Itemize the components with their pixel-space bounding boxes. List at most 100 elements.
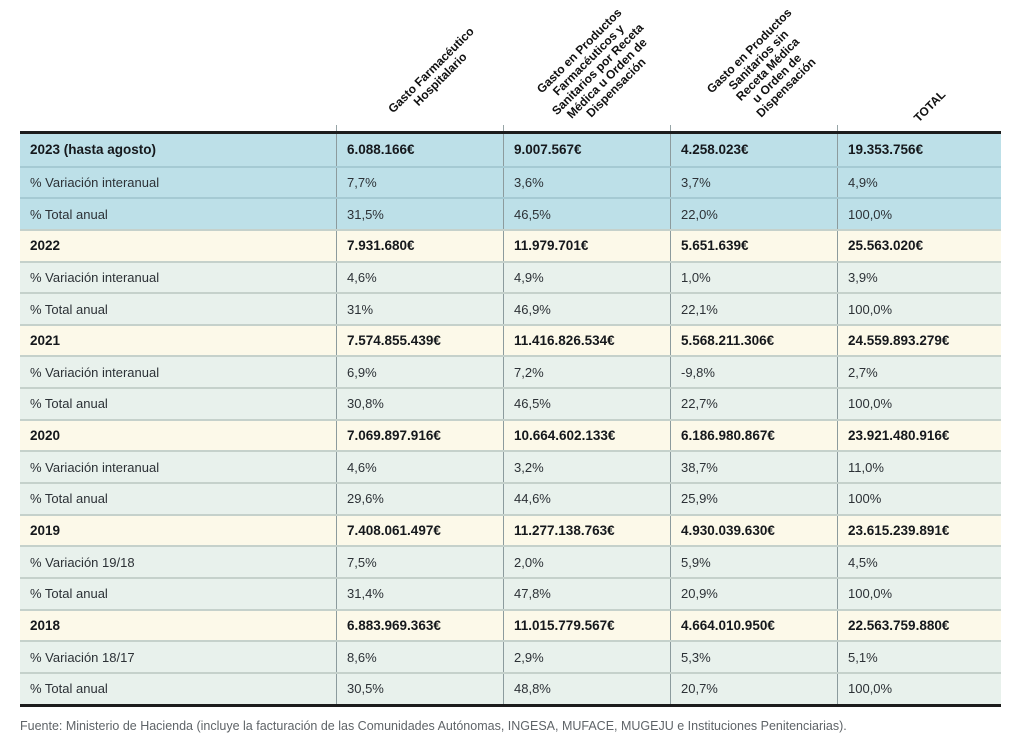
- row-label: % Total anual: [30, 206, 108, 222]
- value-cell: 30,5%: [336, 673, 503, 704]
- value-cell: 10.664.602.133€: [503, 420, 670, 451]
- value-cell: 46,5%: [503, 389, 670, 419]
- metric-row: % Total anual 31,4% 47,8% 20,9% 100,0%: [20, 576, 1001, 609]
- row-label: 2022: [30, 238, 61, 254]
- value-cell: 6.186.980.867€: [670, 420, 837, 451]
- column-header-gasto-con-receta: Gasto en Productos Farmacéuticos y Sanit…: [533, 5, 650, 122]
- value-cell: 23.615.239.891€: [837, 515, 1001, 546]
- metric-row: % Total anual 30,5% 48,8% 20,7% 100,0%: [20, 671, 1001, 704]
- value-cell: 6.883.969.363€: [336, 610, 503, 641]
- value-cell: 47,8%: [503, 578, 670, 609]
- value-cell: 4,9%: [503, 262, 670, 293]
- value-cell: 3,2%: [503, 452, 670, 483]
- metric-row: % Variación 18/17 8,6% 2,9% 5,3% 5,1%: [20, 640, 1001, 672]
- column-divider-tick: [336, 125, 337, 131]
- year-row: 2020 7.069.897.916€ 10.664.602.133€ 6.186.9…: [20, 418, 1001, 451]
- row-label: % Variación interanual: [30, 174, 160, 190]
- value-cell: 100%: [837, 484, 1001, 514]
- column-divider-tick: [837, 125, 838, 131]
- value-cell: 8,6%: [336, 642, 503, 672]
- value-cell: 4.930.039.630€: [670, 515, 837, 546]
- source-note: Fuente: Ministerio de Hacienda (incluye …: [20, 719, 847, 733]
- value-cell: 1,0%: [670, 262, 837, 293]
- value-cell: 19.353.756€: [837, 134, 1001, 166]
- year-row: 2021 7.574.855.439€ 11.416.826.534€ 5.568.2…: [20, 323, 1001, 356]
- value-cell: 7,7%: [336, 167, 503, 198]
- value-cell: 11.015.779.567€: [503, 610, 670, 641]
- column-divider-tick: [670, 125, 671, 131]
- row-label: 2018: [30, 617, 61, 633]
- value-cell: 7.069.897.916€: [336, 420, 503, 451]
- value-cell: 11,0%: [837, 452, 1001, 483]
- value-cell: 4.258.023€: [670, 134, 837, 166]
- metric-row: % Total anual 31% 46,9% 22,1% 100,0%: [20, 292, 1001, 324]
- value-cell: 2,7%: [837, 357, 1001, 388]
- row-label: % Total anual: [30, 491, 108, 507]
- row-label: 2020: [30, 428, 61, 444]
- column-header-gasto-sin-receta: Gasto en Productos Sanitarios sin Receta…: [703, 5, 819, 121]
- value-cell: 9.007.567€: [503, 134, 670, 166]
- metric-row: % Total anual 31,5% 46,5% 22,0% 100,0%: [20, 197, 1001, 229]
- value-cell: 11.277.138.763€: [503, 515, 670, 546]
- value-cell: 22,1%: [670, 294, 837, 324]
- column-header-gasto-farmaceutico-hospitalario: Gasto Farmacéutico Hospitalario: [385, 24, 477, 116]
- metric-row: % Variación interanual 6,9% 7,2% -9,8% 2,7%: [20, 355, 1001, 388]
- value-cell: 30,8%: [336, 389, 503, 419]
- value-cell: 20,7%: [670, 673, 837, 704]
- value-cell: 20,9%: [670, 578, 837, 609]
- value-cell: 31,4%: [336, 578, 503, 609]
- metric-row: % Variación 19/18 7,5% 2,0% 5,9% 4,5%: [20, 545, 1001, 577]
- row-label: % Variación interanual: [30, 459, 160, 475]
- value-cell: 2,0%: [503, 547, 670, 577]
- value-cell: 44,6%: [503, 484, 670, 514]
- value-cell: 46,9%: [503, 294, 670, 324]
- value-cell: 31%: [336, 294, 503, 324]
- value-cell: 4,6%: [336, 262, 503, 293]
- row-label: % Variación 18/17: [30, 649, 135, 665]
- year-row: 2018 6.883.969.363€ 11.015.779.567€ 4.664.0…: [20, 608, 1001, 641]
- row-label: 2023 (hasta agosto): [30, 142, 157, 158]
- year-row: 2023 (hasta agosto) 6.088.166€ 9.007.567€ 4…: [20, 134, 1001, 166]
- value-cell: 46,5%: [503, 199, 670, 229]
- value-cell: 25,9%: [670, 484, 837, 514]
- value-cell: 5.568.211.306€: [670, 325, 837, 356]
- value-cell: 48,8%: [503, 673, 670, 704]
- value-cell: 4,9%: [837, 167, 1001, 198]
- value-cell: 5,1%: [837, 642, 1001, 672]
- value-cell: 3,6%: [503, 167, 670, 198]
- value-cell: 100,0%: [837, 673, 1001, 704]
- value-cell: 7.931.680€: [336, 230, 503, 261]
- metric-row: % Total anual 29,6% 44,6% 25,9% 100%: [20, 482, 1001, 514]
- value-cell: 4,5%: [837, 547, 1001, 577]
- value-cell: 100,0%: [837, 199, 1001, 229]
- metric-row: % Total anual 30,8% 46,5% 22,7% 100,0%: [20, 387, 1001, 419]
- value-cell: 22.563.759.880€: [837, 610, 1001, 641]
- row-label: % Variación 19/18: [30, 554, 135, 570]
- value-cell: 11.416.826.534€: [503, 325, 670, 356]
- row-label: 2019: [30, 523, 61, 538]
- column-divider-tick: [503, 125, 504, 131]
- value-cell: -9,8%: [670, 357, 837, 388]
- value-cell: 5,3%: [670, 642, 837, 672]
- row-label: % Variación interanual: [30, 364, 160, 380]
- value-cell: 38,7%: [670, 452, 837, 483]
- year-row: 2022 7.931.680€ 11.979.701€ 5.651.639€ 25.56…: [20, 228, 1001, 261]
- row-label: 2021: [30, 333, 61, 349]
- value-cell: 5.651.639€: [670, 230, 837, 261]
- value-cell: 7.408.061.497€: [336, 515, 503, 546]
- value-cell: 31,5%: [336, 199, 503, 229]
- row-label: % Total anual: [30, 586, 108, 602]
- value-cell: 100,0%: [837, 578, 1001, 609]
- value-cell: 7,2%: [503, 357, 670, 388]
- value-cell: 7.574.855.439€: [336, 325, 503, 356]
- value-cell: 5,9%: [670, 547, 837, 577]
- value-cell: 2,9%: [503, 642, 670, 672]
- row-label: % Variación interanual: [30, 269, 160, 285]
- value-cell: 3,9%: [837, 262, 1001, 293]
- value-cell: 24.559.893.279€: [837, 325, 1001, 356]
- value-cell: 29,6%: [336, 484, 503, 514]
- data-table: 2023 (hasta agosto) 6.088.166€ 9.007.567€ 4…: [20, 131, 1001, 707]
- metric-row: % Variación interanual 4,6% 3,2% 38,7% 11,0%: [20, 450, 1001, 483]
- value-cell: 4,6%: [336, 452, 503, 483]
